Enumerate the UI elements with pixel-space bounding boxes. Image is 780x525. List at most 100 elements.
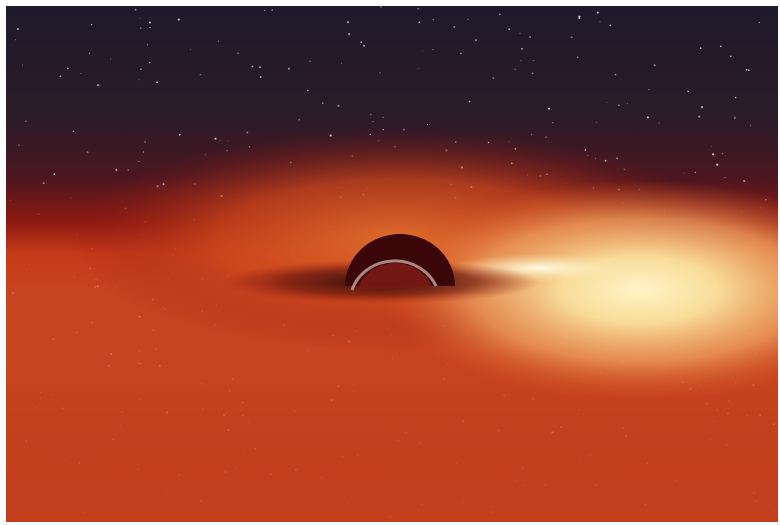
star bbox=[237, 52, 239, 54]
star bbox=[6, 249, 9, 252]
star bbox=[758, 21, 760, 24]
star bbox=[38, 213, 40, 215]
star bbox=[337, 104, 340, 107]
star bbox=[18, 144, 20, 146]
star bbox=[154, 347, 157, 350]
star bbox=[137, 361, 140, 364]
star bbox=[498, 13, 501, 16]
star bbox=[227, 140, 229, 142]
star bbox=[138, 79, 140, 81]
star bbox=[730, 55, 732, 58]
star bbox=[259, 66, 261, 68]
star bbox=[596, 11, 599, 14]
star bbox=[734, 96, 737, 99]
star bbox=[107, 364, 110, 367]
photon-ring bbox=[350, 259, 438, 291]
star bbox=[287, 67, 290, 70]
scene-content bbox=[6, 6, 778, 522]
star bbox=[570, 36, 573, 39]
star bbox=[599, 21, 601, 23]
star bbox=[514, 68, 516, 70]
star bbox=[443, 378, 445, 380]
star bbox=[70, 197, 72, 199]
star bbox=[271, 9, 274, 11]
star bbox=[418, 21, 421, 24]
star bbox=[531, 133, 533, 135]
star bbox=[531, 72, 534, 75]
lower-haze bbox=[6, 380, 778, 522]
star bbox=[21, 64, 24, 66]
star bbox=[492, 77, 495, 79]
star bbox=[658, 122, 660, 124]
star bbox=[91, 24, 93, 26]
star bbox=[609, 24, 612, 27]
star bbox=[417, 7, 420, 10]
star bbox=[93, 286, 97, 289]
star bbox=[109, 353, 113, 356]
star bbox=[427, 124, 428, 126]
star bbox=[59, 75, 61, 77]
star bbox=[217, 40, 219, 42]
star bbox=[348, 33, 351, 36]
star bbox=[75, 331, 78, 334]
star bbox=[177, 18, 180, 21]
star bbox=[246, 131, 249, 134]
star bbox=[468, 100, 471, 103]
star bbox=[147, 44, 149, 46]
star bbox=[97, 84, 100, 87]
star bbox=[362, 44, 366, 47]
star bbox=[520, 59, 522, 62]
star bbox=[219, 140, 221, 142]
star bbox=[16, 27, 20, 31]
star bbox=[152, 329, 155, 331]
star bbox=[149, 62, 151, 64]
star bbox=[618, 104, 620, 107]
inner-shadow bbox=[357, 263, 432, 290]
star bbox=[422, 50, 424, 52]
star bbox=[52, 338, 55, 341]
star bbox=[418, 68, 420, 70]
star bbox=[88, 52, 90, 54]
star bbox=[576, 56, 579, 59]
star bbox=[711, 153, 715, 156]
star bbox=[750, 125, 751, 127]
star bbox=[745, 68, 748, 71]
star bbox=[142, 151, 145, 153]
star bbox=[646, 116, 649, 119]
star bbox=[86, 151, 89, 154]
star bbox=[606, 101, 608, 103]
star bbox=[716, 163, 719, 166]
star bbox=[578, 15, 581, 18]
star bbox=[747, 69, 750, 72]
star bbox=[231, 378, 234, 381]
star bbox=[139, 17, 141, 19]
star bbox=[698, 115, 701, 118]
star bbox=[508, 28, 511, 31]
star bbox=[474, 39, 477, 42]
star bbox=[453, 25, 456, 29]
star bbox=[127, 169, 129, 171]
star bbox=[379, 72, 381, 74]
star bbox=[307, 350, 309, 352]
star bbox=[189, 49, 191, 50]
star bbox=[140, 27, 142, 29]
star bbox=[529, 36, 531, 38]
star bbox=[694, 171, 697, 174]
star bbox=[519, 32, 521, 34]
star bbox=[548, 107, 550, 110]
star bbox=[734, 117, 736, 119]
star bbox=[432, 18, 434, 21]
star bbox=[111, 351, 113, 353]
star bbox=[382, 116, 384, 119]
star bbox=[42, 182, 45, 185]
star bbox=[14, 39, 16, 41]
star bbox=[391, 357, 393, 359]
star bbox=[552, 122, 554, 124]
star bbox=[25, 120, 27, 123]
star bbox=[340, 62, 343, 64]
star bbox=[653, 64, 656, 67]
star bbox=[460, 52, 462, 55]
star bbox=[467, 18, 469, 20]
